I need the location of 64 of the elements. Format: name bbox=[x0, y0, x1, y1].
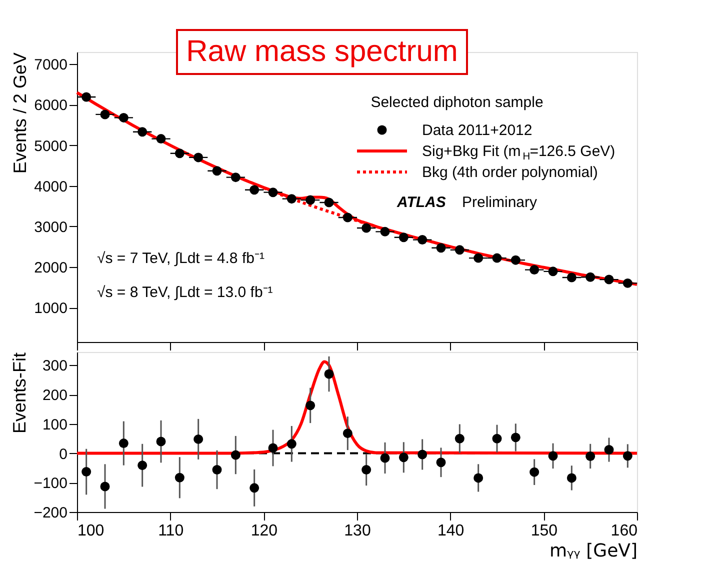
y-tick-label: 100 bbox=[42, 416, 68, 434]
point bbox=[530, 265, 540, 275]
annotation: √s = 7 TeV, ∫Ldt = 4.8 fb⁻¹ bbox=[97, 250, 264, 267]
y-tick-label: −100 bbox=[34, 475, 68, 492]
annotation: Selected diphoton sample bbox=[370, 94, 544, 111]
point bbox=[118, 112, 128, 122]
y-tick-label: 5000 bbox=[34, 138, 68, 155]
point bbox=[586, 272, 596, 282]
y-tick-label: 6000 bbox=[34, 97, 68, 114]
point bbox=[380, 226, 390, 236]
point bbox=[474, 253, 484, 263]
point bbox=[174, 148, 184, 158]
point bbox=[268, 188, 278, 198]
annotation: √s = 8 TeV, ∫Ldt = 13.0 fb⁻¹ bbox=[97, 284, 273, 301]
point bbox=[230, 172, 240, 182]
x-tick-label: 140 bbox=[437, 522, 464, 540]
x-tick-label: 110 bbox=[158, 522, 184, 540]
point bbox=[212, 166, 222, 176]
x-tick-label: 130 bbox=[344, 522, 371, 540]
chart-title: Raw mass spectrum bbox=[186, 35, 458, 68]
y-tick-label: −200 bbox=[34, 504, 68, 522]
x-tick-label: 120 bbox=[250, 522, 278, 540]
line-series bbox=[76, 360, 638, 455]
y-axis-title: Events / 2 GeV bbox=[10, 52, 30, 174]
point bbox=[362, 223, 372, 233]
annotation: Preliminary bbox=[462, 194, 538, 211]
point bbox=[286, 194, 296, 204]
point bbox=[492, 253, 502, 263]
point bbox=[418, 235, 428, 245]
y-tick-label: 300 bbox=[42, 358, 68, 375]
point bbox=[398, 232, 408, 242]
point bbox=[454, 245, 464, 255]
point bbox=[548, 266, 558, 276]
y-tick-label: 200 bbox=[42, 387, 68, 404]
point bbox=[510, 255, 520, 265]
x-tick-label: 150 bbox=[530, 522, 558, 540]
point bbox=[194, 152, 204, 162]
point bbox=[138, 127, 148, 137]
point bbox=[604, 274, 614, 284]
point bbox=[250, 185, 260, 195]
annotation: ATLAS bbox=[396, 194, 446, 211]
legend-label: Data 2011+2012 bbox=[422, 122, 532, 139]
point bbox=[156, 134, 166, 144]
point bbox=[324, 198, 334, 208]
x-axis-title: mᵧᵧ [GeV] bbox=[549, 540, 638, 562]
y-tick-label: 7000 bbox=[34, 56, 68, 74]
y-tick-label: 0 bbox=[59, 446, 68, 463]
y-axis-title: Events-Fit bbox=[10, 352, 30, 434]
legend-label: Bkg (4th order polynomial) bbox=[422, 164, 598, 181]
y-tick-label: 2000 bbox=[34, 259, 68, 276]
x-tick-label: 100 bbox=[78, 522, 104, 540]
point bbox=[436, 243, 446, 253]
x-tick-label: 160 bbox=[610, 522, 638, 540]
point bbox=[82, 92, 92, 102]
point bbox=[566, 272, 576, 282]
point bbox=[342, 212, 352, 222]
point bbox=[100, 110, 110, 120]
y-tick-label: 3000 bbox=[34, 218, 68, 236]
point bbox=[306, 195, 316, 205]
point bbox=[622, 278, 632, 288]
y-tick-label: 4000 bbox=[34, 178, 68, 196]
line-series bbox=[262, 186, 378, 228]
line-series bbox=[76, 91, 638, 286]
y-tick-label: 1000 bbox=[34, 300, 68, 318]
